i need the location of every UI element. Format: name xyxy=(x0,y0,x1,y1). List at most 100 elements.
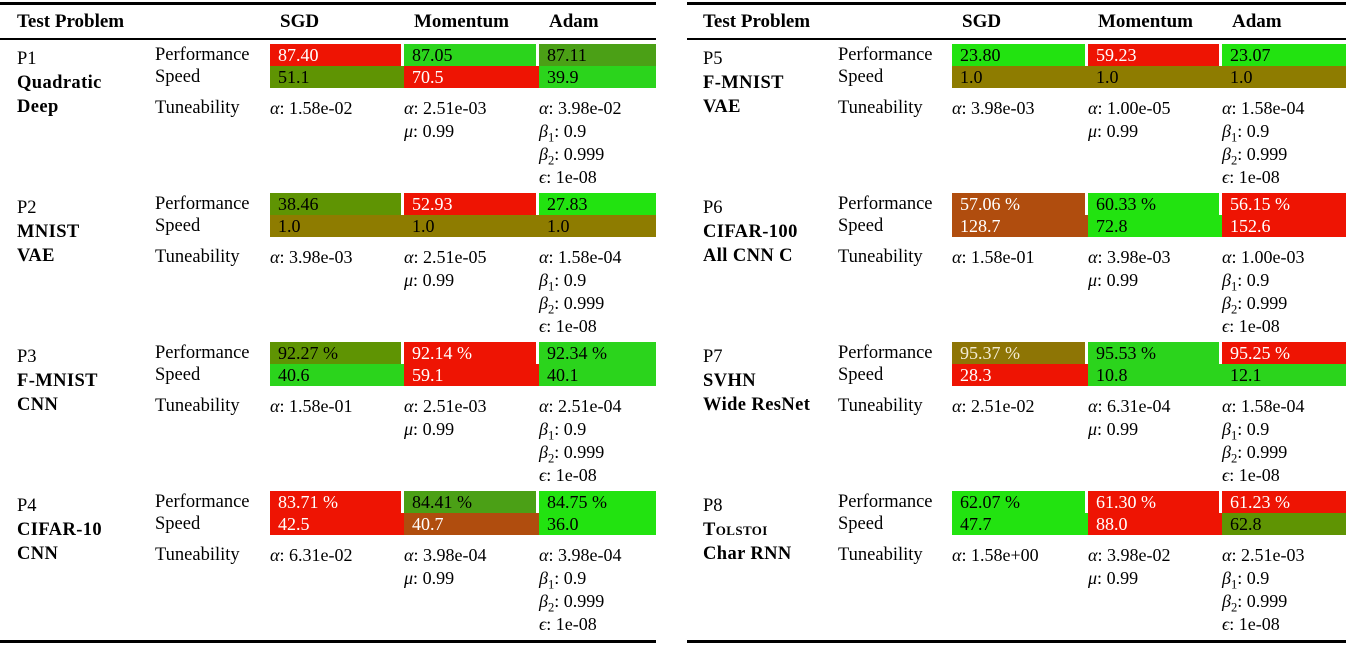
performance-cell: 62.07 % xyxy=(952,491,1085,513)
hyperparameter-value: 0.9 xyxy=(1246,568,1270,588)
hyperparameter-value: 1.58e-01 xyxy=(288,396,353,416)
hyperparameter-value: 0.99 xyxy=(1106,568,1139,588)
speed-cell: 1.0 xyxy=(1088,66,1222,88)
hyperparameter: α: 1.58e-04 xyxy=(539,247,622,267)
hyperparameter-symbol: α xyxy=(1222,98,1232,118)
optimizer-column: 23.07 1.0 α: 1.58e-04 β1: 0.9 β2: 0.999 ϵ: 1e… xyxy=(1222,44,1346,193)
hyperparameter-value: 1e-08 xyxy=(1238,316,1280,336)
hyperparameter-value: 3.98e-03 xyxy=(970,98,1035,118)
hyperparameter-symbol: β xyxy=(1222,442,1231,462)
hyperparameter-symbol: α xyxy=(952,396,962,416)
problem-label: P7 SVHN Wide ResNet xyxy=(687,342,838,491)
hyperparameter-value: 0.9 xyxy=(563,568,587,588)
hyperparameter-symbol: ϵ xyxy=(1222,465,1230,485)
results-table-left: Test Problem SGD Momentum Adam P1 Quadrat… xyxy=(0,2,656,643)
hyperparameter-symbol: β xyxy=(539,419,548,439)
optimizer-column: 61.23 % 62.8 α: 2.51e-03 β1: 0.9 β2: 0.999 ϵ:… xyxy=(1222,491,1346,640)
hyperparameter-subscript: 1 xyxy=(547,577,555,592)
speed-cell: 1.0 xyxy=(270,215,404,237)
hyperparameter-value: 0.999 xyxy=(563,442,605,462)
performance-cell: 87.05 xyxy=(404,44,536,66)
optimizer-column: 27.83 1.0 α: 1.58e-04 β1: 0.9 β2: 0.999 ϵ: 1e… xyxy=(539,193,656,342)
performance-cell: 95.53 % xyxy=(1088,342,1219,364)
hyperparameter-value: 2.51e-03 xyxy=(422,98,487,118)
hyperparameter-value: 0.9 xyxy=(563,121,587,141)
hyperparameter-symbol: μ xyxy=(1088,121,1098,141)
hyperparameter: β1: 0.9 xyxy=(539,270,587,294)
problem-label: P1 Quadratic Deep xyxy=(0,44,155,193)
metric-label: Speed xyxy=(838,67,884,87)
hyperparameter-value: 3.98e-03 xyxy=(288,247,353,267)
problem-name: CIFAR-100 xyxy=(703,222,798,242)
performance-cell: 84.75 % xyxy=(539,491,656,513)
performance-cell: 61.30 % xyxy=(1088,491,1219,513)
hyperparameter-subscript: 2 xyxy=(1230,153,1238,168)
hyperparameter-symbol: ϵ xyxy=(539,316,547,336)
hyperparameter: α: 6.31e-04 xyxy=(1088,396,1171,416)
performance-cell: 59.23 xyxy=(1088,44,1219,66)
speed-cell: 152.6 xyxy=(1222,215,1346,237)
metric-label: Performance xyxy=(838,343,933,363)
problem-id: P4 xyxy=(17,496,37,516)
hyperparameter-symbol: α xyxy=(1088,98,1098,118)
hyperparameter: α: 3.98e-03 xyxy=(952,98,1035,118)
problem-id: P3 xyxy=(17,347,37,367)
problem-block: P3 F-MNIST CNN Performance Speed Tuneability 9… xyxy=(0,342,656,491)
hyperparameter-symbol: ϵ xyxy=(1222,167,1230,187)
hyperparameter-symbol: μ xyxy=(1088,568,1098,588)
hyperparameter-symbol: μ xyxy=(404,121,414,141)
hyperparameter-value: 3.98e-03 xyxy=(1106,247,1171,267)
hyperparameter-symbol: μ xyxy=(404,419,414,439)
hyperparameter: ϵ: 1e-08 xyxy=(539,465,597,485)
hyperparameter-subscript: 1 xyxy=(1230,428,1238,443)
hyperparameter-value: 0.9 xyxy=(1246,121,1270,141)
hyperparameter-symbol: β xyxy=(539,293,548,313)
speed-cell: 40.6 xyxy=(270,364,404,386)
hyperparameter-value: 1e-08 xyxy=(555,316,597,336)
performance-cell: 57.06 % xyxy=(952,193,1085,215)
optimizer-column: 92.14 % 59.1 α: 2.51e-03 μ: 0.99 xyxy=(404,342,539,491)
hyperparameter-symbol: α xyxy=(539,545,549,565)
hyperparameter-symbol: β xyxy=(1222,568,1231,588)
hyperparameter: α: 1.58e-04 xyxy=(1222,98,1305,118)
hyperparameter: μ: 0.99 xyxy=(1088,121,1139,141)
hyperparameter: ϵ: 1e-08 xyxy=(1222,465,1280,485)
hyperparameter-symbol: β xyxy=(1222,419,1231,439)
hyperparameter-symbol: α xyxy=(270,396,280,416)
hyperparameter-symbol: μ xyxy=(404,270,414,290)
performance-cell: 83.71 % xyxy=(270,491,401,513)
hyperparameter-symbol: α xyxy=(952,247,962,267)
hyperparameter: ϵ: 1e-08 xyxy=(1222,316,1280,336)
hyperparameter-value: 2.51e-03 xyxy=(1240,545,1305,565)
optimizer-column: 60.33 % 72.8 α: 3.98e-03 μ: 0.99 xyxy=(1088,193,1222,342)
hyperparameter: β1: 0.9 xyxy=(539,568,587,592)
speed-cell: 40.1 xyxy=(539,364,656,386)
performance-cell: 87.11 xyxy=(539,44,656,66)
tuneability-cell: α: 3.98e-04 β1: 0.9 β2: 0.999 ϵ: 1e-08 xyxy=(539,544,656,636)
problem-block: P7 SVHN Wide ResNet Performance Speed Tuneabi… xyxy=(687,342,1346,491)
hyperparameter: ϵ: 1e-08 xyxy=(1222,167,1280,187)
performance-cell: 38.46 xyxy=(270,193,401,215)
performance-cell: 23.80 xyxy=(952,44,1085,66)
tuneability-cell: α: 1.58e+00 xyxy=(952,544,1088,567)
problem-name: All CNN C xyxy=(703,246,793,266)
problem-id: P8 xyxy=(703,496,723,516)
column-header-momentum: Momentum xyxy=(1098,10,1193,32)
metric-label: Speed xyxy=(155,514,201,534)
metric-label: Speed xyxy=(838,216,884,236)
hyperparameter-value: 0.999 xyxy=(563,591,605,611)
metric-labels: Performance Speed Tuneability xyxy=(838,44,952,193)
metric-labels: Performance Speed Tuneability xyxy=(838,193,952,342)
hyperparameter-subscript: 1 xyxy=(1230,577,1238,592)
tuneability-cell: α: 3.98e-02 μ: 0.99 xyxy=(1088,544,1222,590)
hyperparameter: α: 1.58e+00 xyxy=(952,545,1039,565)
metric-label: Tuneability xyxy=(838,98,923,118)
hyperparameter: α: 6.31e-02 xyxy=(270,545,353,565)
problem-block: P2 MNIST VAE Performance Speed Tuneability 38.… xyxy=(0,193,656,342)
hyperparameter-value: 2.51e-05 xyxy=(422,247,487,267)
problem-name: CNN xyxy=(17,544,59,564)
problem-label: P5 F-MNIST VAE xyxy=(687,44,838,193)
tuneability-cell: α: 1.58e-04 β1: 0.9 β2: 0.999 ϵ: 1e-08 xyxy=(1222,395,1346,487)
hyperparameter: β1: 0.9 xyxy=(539,121,587,145)
hyperparameter-symbol: μ xyxy=(404,568,414,588)
